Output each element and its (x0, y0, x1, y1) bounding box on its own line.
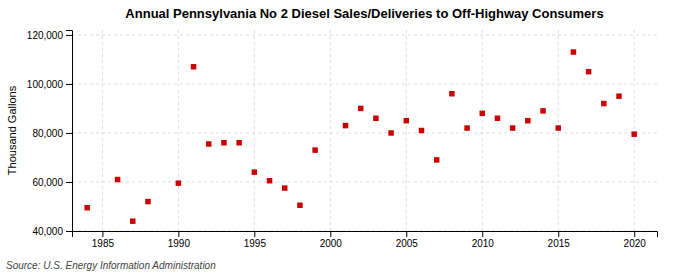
point (464, 125, 469, 130)
grid-line-x (102, 30, 103, 231)
x-tick: 2020 (624, 231, 647, 249)
point (555, 125, 560, 130)
y-tick: 80,000 (32, 128, 72, 139)
x-tick-label: 1995 (244, 238, 267, 249)
y-tick-mark (66, 133, 72, 134)
point (176, 180, 181, 185)
point (495, 116, 500, 121)
x-axis: 1985 1990 1995 2000 2005 2010 2015 2020 (73, 231, 658, 249)
y-tick: 100,000 (27, 79, 72, 90)
y-tick: 60,000 (32, 177, 72, 188)
grid-line-y (72, 181, 657, 182)
point (358, 106, 363, 111)
grid-line-x (254, 30, 255, 231)
point (206, 141, 211, 146)
x-tick: 2005 (396, 231, 419, 249)
y-tick-mark (66, 182, 72, 183)
grid-line-y (72, 83, 657, 84)
point (312, 147, 317, 152)
x-tick-mark (178, 231, 179, 237)
point (540, 108, 545, 113)
chart: 1985 1990 1995 2000 2005 2010 2015 2020 40,000 60… (0, 0, 675, 275)
point (373, 116, 378, 121)
point (586, 69, 591, 74)
x-tick-mark (558, 231, 559, 237)
points (84, 49, 636, 224)
y-axis: 40,000 60,000 80,000 100,000 120,000 (27, 30, 73, 237)
x-tick-mark (482, 231, 483, 237)
x-tick-mark (406, 231, 407, 237)
grid-line-x (406, 30, 407, 231)
source-note: Source: U.S. Energy Information Administ… (6, 260, 216, 271)
point (616, 93, 621, 98)
x-tick-mark (634, 231, 635, 237)
grid-line-x (330, 30, 331, 231)
x-tick-label: 2000 (320, 238, 343, 249)
y-axis-title: Thousand Gallons (6, 85, 18, 175)
point (236, 140, 241, 145)
y-axis-line (66, 31, 73, 232)
point (145, 199, 150, 204)
point (84, 205, 89, 210)
y-tick-mark (66, 84, 72, 85)
x-tick: 1985 (92, 231, 115, 249)
x-axis-line (73, 232, 658, 238)
y-tick-mark (66, 35, 72, 36)
x-tick-mark (102, 231, 103, 237)
y-tick: 120,000 (27, 30, 72, 41)
x-tick: 1990 (168, 231, 191, 249)
x-tick-label: 2005 (396, 238, 419, 249)
x-tick-mark (330, 231, 331, 237)
point (434, 157, 439, 162)
x-tick-label: 2015 (548, 238, 571, 249)
title: Annual Pennsylvania No 2 Diesel Sales/De… (125, 6, 603, 21)
point (282, 185, 287, 190)
x-tick-label: 2020 (624, 238, 647, 249)
point (297, 203, 302, 208)
x-tick: 2010 (472, 231, 495, 249)
y-tick-label: 80,000 (32, 128, 63, 139)
grid-line-y (72, 34, 657, 35)
x-tick: 2000 (320, 231, 343, 249)
point (115, 177, 120, 182)
x-tick: 2015 (548, 231, 571, 249)
point (191, 64, 196, 69)
point (601, 101, 606, 106)
point (419, 128, 424, 133)
plot-area: 1985 1990 1995 2000 2005 2010 2015 2020 40,000 60… (27, 30, 658, 249)
y-tick-label: 40,000 (32, 226, 63, 237)
y-tick-label: 120,000 (27, 30, 64, 41)
grid (72, 30, 657, 231)
x-tick-label: 1990 (168, 238, 191, 249)
point (388, 130, 393, 135)
grid-line-y (72, 132, 657, 133)
y-tick: 40,000 (32, 226, 72, 237)
point (267, 178, 272, 183)
point (449, 91, 454, 96)
point (571, 49, 576, 54)
point (130, 218, 135, 223)
point (480, 111, 485, 116)
point (221, 140, 226, 145)
grid-line-x (178, 30, 179, 231)
point (404, 118, 409, 123)
point (252, 169, 257, 174)
x-tick-label: 2010 (472, 238, 495, 249)
x-tick-label: 1985 (92, 238, 115, 249)
y-tick-mark (66, 231, 72, 232)
point (510, 125, 515, 130)
grid-line-x (634, 30, 635, 231)
point (343, 123, 348, 128)
y-tick-label: 60,000 (32, 177, 63, 188)
point (525, 118, 530, 123)
x-tick-mark (254, 231, 255, 237)
point (631, 131, 636, 136)
grid-line-x (482, 30, 483, 231)
y-tick-label: 100,000 (27, 79, 64, 90)
x-tick: 1995 (244, 231, 267, 249)
